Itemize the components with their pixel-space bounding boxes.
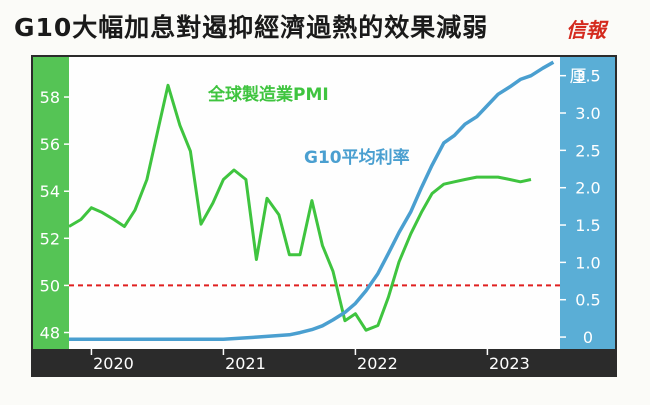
pmi-series-label: 全球製造業PMI [207, 84, 329, 105]
right-tick-label: 0 [583, 328, 593, 347]
right-tick-label: 3.0 [575, 104, 600, 123]
x-axis: 2020 2021 2022 2023 [90, 349, 530, 373]
right-axis: 0 0.5 1.0 1.5 2.0 2.5 3.0 3.5 [560, 67, 601, 347]
right-tick-label: 0.5 [575, 291, 600, 310]
bottom-axis-band [33, 349, 615, 375]
right-tick-label: 2.5 [575, 141, 600, 160]
right-tick-label: 2.0 [575, 179, 600, 198]
series-layer [68, 60, 555, 342]
rate-series-line [69, 60, 555, 342]
chart-frame [31, 55, 617, 377]
left-tick-label: 48 [40, 324, 60, 343]
right-tick-label: 3.5 [575, 67, 600, 86]
x-tick-label: 2023 [489, 354, 530, 373]
pmi-series-line [68, 83, 532, 332]
left-tick-label: 52 [40, 229, 60, 248]
right-tick-label: 1.5 [575, 216, 600, 235]
left-axis-band [33, 57, 69, 349]
left-tick-label: 56 [40, 135, 60, 154]
chart-title: G10大幅加息對遏抑經濟過熱的效果減弱 [14, 13, 489, 42]
right-tick-label: 1.0 [575, 253, 600, 272]
x-tick-label: 2021 [225, 354, 266, 373]
left-tick-label: 54 [40, 182, 60, 201]
left-axis: 48 50 52 54 56 58 [40, 88, 69, 343]
plot-area [69, 57, 560, 349]
rate-series-label: G10平均利率 [304, 147, 410, 168]
right-axis-band [560, 57, 615, 349]
left-tick-label: 50 [40, 276, 60, 295]
x-tick-label: 2022 [357, 354, 398, 373]
x-tick-label: 2020 [93, 354, 134, 373]
brand-logo: 信報 [566, 18, 606, 42]
left-tick-label: 58 [40, 88, 60, 107]
right-axis-unit: 厘 [570, 67, 587, 87]
